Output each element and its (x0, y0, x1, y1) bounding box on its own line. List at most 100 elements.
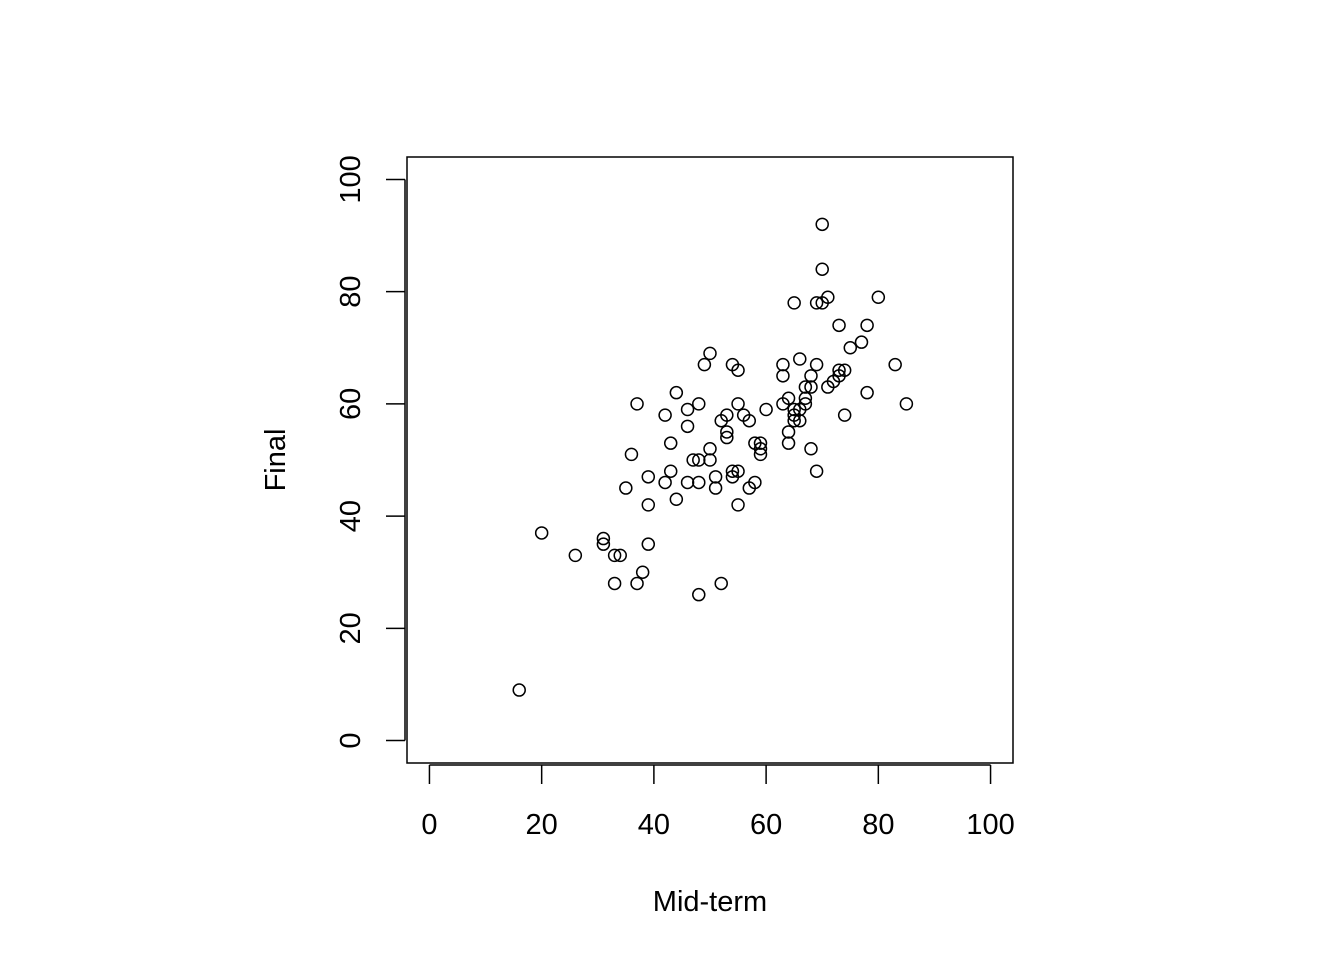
data-point (748, 475, 762, 490)
data-point (703, 453, 717, 467)
data-point (568, 548, 583, 563)
y-tick-label: 80 (335, 276, 367, 308)
x-tick-label: 0 (421, 809, 437, 841)
data-point (888, 357, 902, 372)
data-point (809, 464, 824, 478)
x-axis-title: Mid-term (653, 886, 767, 918)
data-point (714, 576, 728, 591)
data-point (596, 537, 611, 551)
data-point (686, 453, 700, 467)
data-point (815, 262, 829, 276)
data-point (692, 453, 706, 467)
data-points (512, 217, 914, 697)
data-point (860, 385, 874, 400)
data-point (776, 369, 790, 383)
data-point (798, 397, 813, 411)
data-point (781, 436, 796, 450)
data-point (607, 548, 622, 563)
data-point (613, 548, 627, 563)
data-point (753, 442, 768, 456)
data-point (630, 576, 644, 591)
data-point (663, 436, 678, 450)
data-point (821, 290, 835, 305)
y-tick-label: 60 (335, 388, 367, 420)
data-point (703, 346, 717, 361)
data-point (787, 402, 801, 417)
data-point (720, 430, 734, 445)
data-point (731, 397, 745, 411)
data-point (725, 464, 740, 478)
data-point (804, 380, 818, 394)
data-point (663, 464, 678, 478)
data-point (596, 531, 611, 546)
data-point (793, 413, 807, 428)
data-point (731, 363, 745, 377)
data-point (607, 576, 622, 591)
data-point (798, 391, 813, 406)
data-point (809, 296, 824, 310)
data-point (669, 385, 684, 400)
data-point (658, 475, 672, 490)
data-point (776, 357, 790, 372)
data-point (635, 565, 650, 579)
data-point (512, 683, 526, 697)
data-point (731, 464, 745, 478)
data-point (753, 436, 768, 450)
data-point (798, 380, 813, 394)
data-point (641, 537, 656, 551)
data-point (832, 318, 846, 333)
data-point (669, 492, 684, 507)
data-point (708, 470, 723, 484)
data-point (708, 481, 723, 495)
data-point (860, 318, 874, 333)
data-point (781, 391, 796, 406)
data-point (731, 498, 745, 512)
data-point (781, 425, 796, 439)
data-point (720, 408, 734, 422)
data-point (832, 363, 846, 377)
x-tick-label: 100 (966, 809, 1014, 841)
data-point (793, 352, 807, 366)
data-point (641, 470, 656, 484)
data-point (753, 447, 768, 462)
y-tick-label: 0 (335, 732, 367, 748)
data-point (804, 369, 818, 383)
data-point (641, 498, 656, 512)
data-point (692, 397, 706, 411)
y-tick-label: 20 (335, 612, 367, 644)
y-axis-title: Final (260, 429, 292, 492)
y-tick-label: 40 (335, 500, 367, 532)
y-tick-label: 100 (335, 155, 367, 203)
data-point (658, 408, 672, 422)
y-axis: 0 20 40 60 80 100 (335, 155, 406, 749)
x-tick-label: 40 (638, 809, 670, 841)
data-point (871, 290, 886, 305)
data-point (787, 296, 801, 310)
data-point (680, 475, 695, 490)
data-point (815, 217, 829, 232)
data-point (759, 402, 773, 417)
data-point (899, 397, 914, 411)
data-point (619, 481, 633, 495)
data-point (630, 397, 644, 411)
x-tick-label: 20 (526, 809, 558, 841)
data-point (692, 475, 706, 490)
data-point (787, 413, 801, 428)
data-point (680, 402, 695, 417)
data-point (809, 357, 824, 372)
x-axis: 0 20 40 60 80 100 (421, 764, 1015, 841)
data-point (703, 442, 717, 456)
data-point (837, 408, 852, 422)
data-point (692, 587, 706, 602)
data-point (697, 357, 712, 372)
data-point (742, 413, 757, 428)
data-point (843, 341, 858, 355)
data-point (680, 419, 695, 434)
data-point (534, 526, 549, 540)
x-tick-label: 80 (862, 809, 894, 841)
x-tick-label: 60 (750, 809, 782, 841)
data-point (720, 425, 734, 439)
data-point (837, 363, 852, 377)
data-point (624, 447, 639, 462)
plot-frame (406, 156, 1014, 764)
